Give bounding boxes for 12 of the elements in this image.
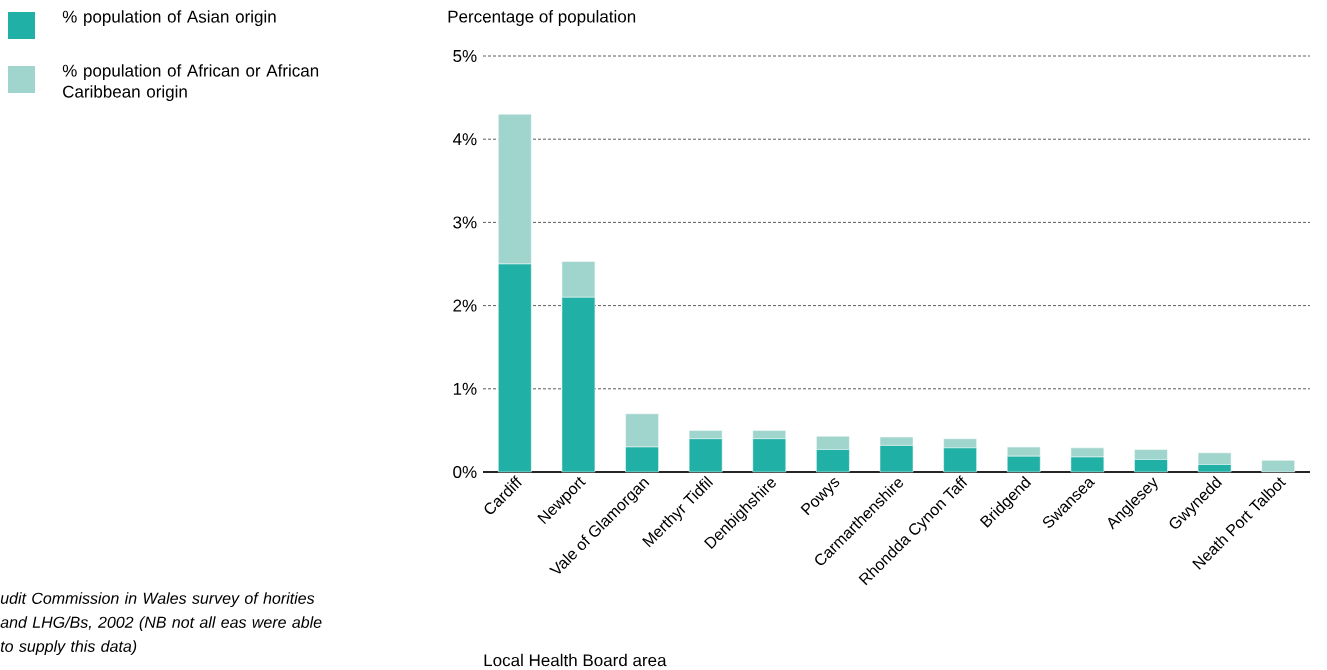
bar	[1261, 460, 1295, 473]
y-tick-label: 3%	[453, 216, 477, 229]
legend-label: % population of African or African Caribbean origin	[62, 64, 319, 102]
y-tick-label: 2%	[453, 299, 477, 312]
legend-label: % population of Asian origin	[62, 10, 276, 27]
y-tick-label: 1%	[453, 382, 477, 395]
x-axis-title: Local Health Board area	[484, 653, 667, 667]
y-tick-label: 4%	[452, 133, 477, 146]
y-tick-label: 0%	[453, 465, 477, 479]
text: udit Commission in Wales survey of horities and LHG/Bs, 2002 (NB not all eas were able to supply this data)	[0, 592, 322, 656]
y-tick-label: 5%	[453, 50, 477, 62]
y-axis-title: Percentage of population	[448, 10, 636, 26]
